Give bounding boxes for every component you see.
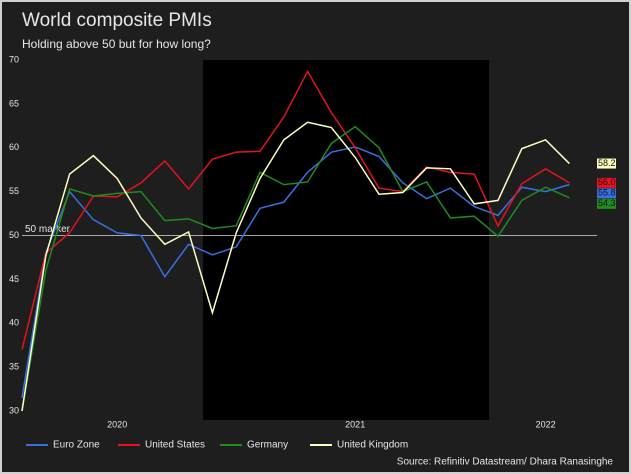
- legend-label: Euro Zone: [53, 440, 100, 451]
- end-label: 55.8: [598, 188, 616, 198]
- end-label-box: [597, 177, 616, 188]
- legend-label: United Kingdom: [337, 440, 408, 451]
- end-label-box: [597, 188, 616, 199]
- series-line: [21, 121, 570, 412]
- end-label-box: [597, 198, 616, 209]
- y-tick-label: 55: [9, 186, 19, 196]
- chart-title: World composite PMIs: [22, 10, 212, 31]
- reference-label: 50 marker: [25, 224, 71, 235]
- series-line: [21, 125, 570, 412]
- y-tick-label: 70: [9, 54, 19, 64]
- source: Source: Refinitiv Datastream/ Dhara Rana…: [397, 457, 614, 468]
- series-line: [21, 69, 570, 350]
- y-tick-label: 40: [9, 318, 19, 328]
- end-label-box: [597, 158, 616, 169]
- chart-subtitle: Holding above 50 but for how long?: [22, 37, 211, 51]
- legend-label: United States: [145, 440, 205, 451]
- x-tick-label: 2020: [107, 419, 127, 429]
- shaded-period: [203, 60, 489, 420]
- y-tick-label: 30: [9, 405, 19, 415]
- end-label: 56.0: [598, 177, 616, 187]
- x-tick-label: 2021: [345, 419, 365, 429]
- legend-label: Germany: [247, 440, 288, 451]
- end-label: 58.2: [598, 158, 616, 168]
- y-tick-label: 50: [9, 230, 19, 240]
- series-line: [21, 146, 570, 398]
- y-tick-label: 60: [9, 142, 19, 152]
- x-tick-label: 2022: [536, 419, 556, 429]
- end-label: 54.3: [598, 198, 616, 208]
- y-tick-label: 65: [9, 98, 19, 108]
- y-tick-label: 35: [9, 362, 19, 372]
- y-tick-label: 45: [9, 274, 19, 284]
